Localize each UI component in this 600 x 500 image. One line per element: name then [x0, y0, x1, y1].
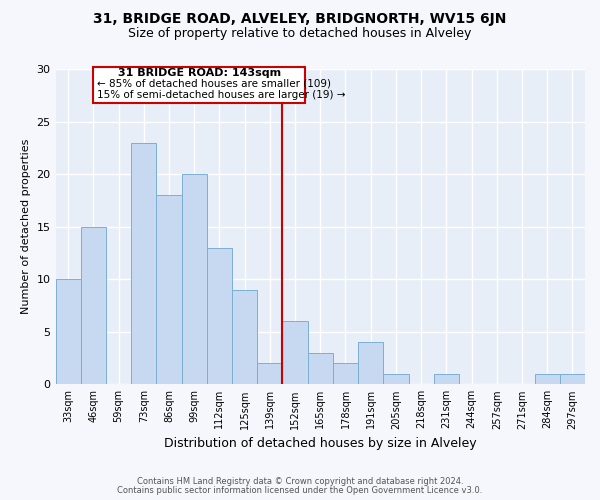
Bar	[358, 342, 383, 384]
Bar	[56, 279, 81, 384]
Bar	[283, 321, 308, 384]
Text: Contains HM Land Registry data © Crown copyright and database right 2024.: Contains HM Land Registry data © Crown c…	[137, 477, 463, 486]
Bar	[383, 374, 409, 384]
Bar	[182, 174, 207, 384]
Bar	[257, 364, 283, 384]
Text: 15% of semi-detached houses are larger (19) →: 15% of semi-detached houses are larger (…	[97, 90, 346, 101]
FancyBboxPatch shape	[94, 67, 305, 102]
Text: 31, BRIDGE ROAD, ALVELEY, BRIDGNORTH, WV15 6JN: 31, BRIDGE ROAD, ALVELEY, BRIDGNORTH, WV…	[94, 12, 506, 26]
Text: Size of property relative to detached houses in Alveley: Size of property relative to detached ho…	[128, 28, 472, 40]
Bar	[157, 195, 182, 384]
Bar	[434, 374, 459, 384]
Text: 31 BRIDGE ROAD: 143sqm: 31 BRIDGE ROAD: 143sqm	[118, 68, 281, 78]
Bar	[232, 290, 257, 384]
Bar	[333, 364, 358, 384]
Bar	[560, 374, 585, 384]
Text: Contains public sector information licensed under the Open Government Licence v3: Contains public sector information licen…	[118, 486, 482, 495]
Bar	[308, 353, 333, 384]
Text: ← 85% of detached houses are smaller (109): ← 85% of detached houses are smaller (10…	[97, 78, 331, 88]
Bar	[131, 142, 157, 384]
Bar	[535, 374, 560, 384]
Bar	[81, 226, 106, 384]
Bar	[207, 248, 232, 384]
Y-axis label: Number of detached properties: Number of detached properties	[21, 139, 31, 314]
X-axis label: Distribution of detached houses by size in Alveley: Distribution of detached houses by size …	[164, 437, 476, 450]
